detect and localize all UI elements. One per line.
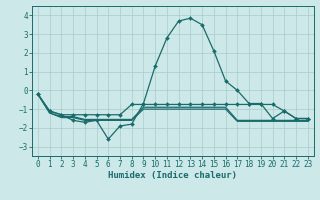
X-axis label: Humidex (Indice chaleur): Humidex (Indice chaleur) xyxy=(108,171,237,180)
